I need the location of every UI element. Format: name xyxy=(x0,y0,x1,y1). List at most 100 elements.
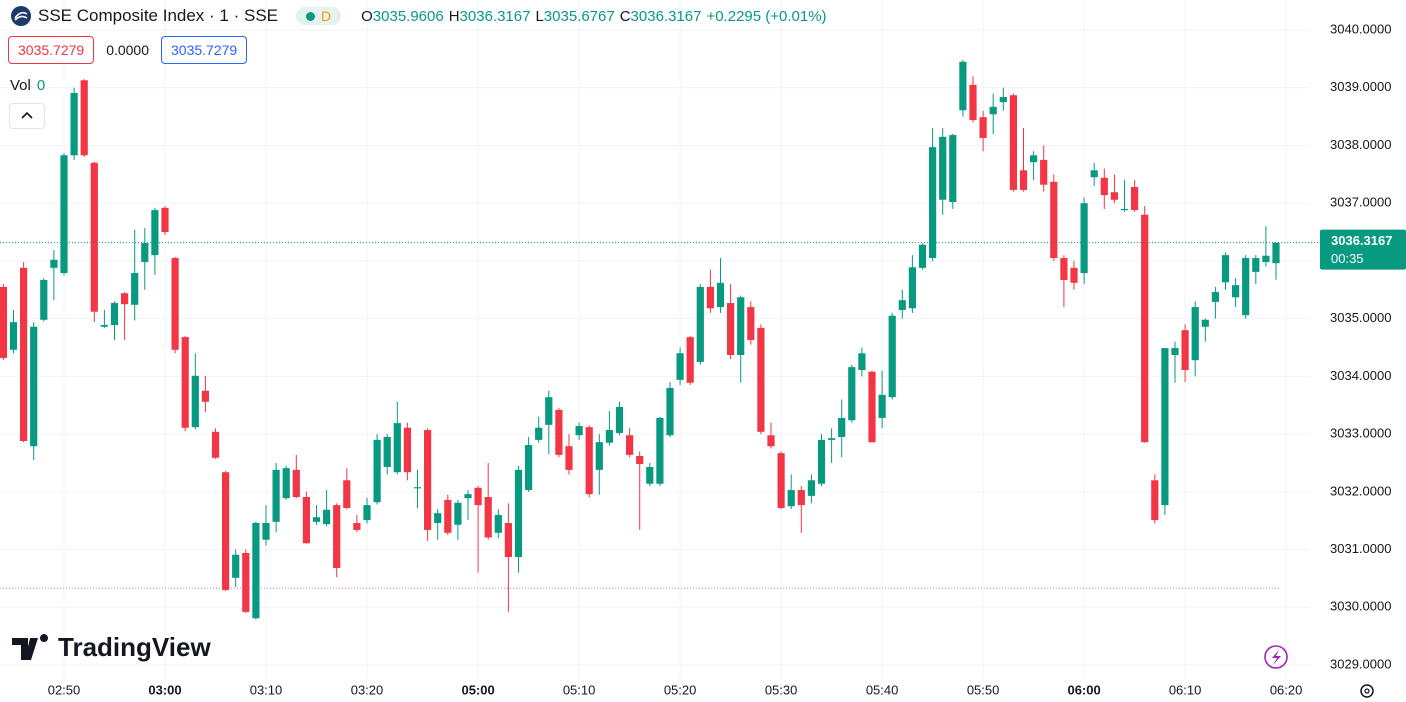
candle-body xyxy=(1232,285,1240,298)
candle xyxy=(393,401,401,475)
candle xyxy=(979,110,987,152)
legend-close: 3036.3167 xyxy=(630,7,702,25)
candle-body xyxy=(1171,348,1179,356)
candle xyxy=(1272,242,1280,280)
y-tick-label: 3030.0000 xyxy=(1330,599,1391,614)
candle xyxy=(545,390,553,455)
candle xyxy=(403,422,411,481)
candle-body xyxy=(1050,181,1058,259)
candle-body xyxy=(626,435,634,455)
candle-body xyxy=(656,417,664,484)
candle xyxy=(716,258,725,313)
candle-body xyxy=(282,468,290,499)
candle xyxy=(767,422,775,449)
candle xyxy=(1040,145,1048,192)
candle-body xyxy=(514,469,523,558)
candle xyxy=(646,462,654,487)
sell-box[interactable]: 3035.7279 xyxy=(8,36,95,64)
candle-body xyxy=(545,397,553,425)
candle-body xyxy=(918,244,927,268)
candle xyxy=(797,486,805,533)
candle xyxy=(292,454,300,499)
x-tick-label: 05:10 xyxy=(563,682,596,697)
candle-body xyxy=(706,286,714,309)
candle-body xyxy=(50,259,58,268)
candle-body xyxy=(151,210,159,256)
symbol-icon xyxy=(11,6,31,26)
candle xyxy=(807,474,815,504)
candle-body xyxy=(1211,292,1219,302)
candle-body xyxy=(979,117,987,138)
candle xyxy=(1242,255,1250,319)
candle xyxy=(141,228,149,290)
buy-box[interactable]: 3035.7279 xyxy=(161,36,248,64)
settings-icon-dot xyxy=(1364,688,1370,694)
candle xyxy=(696,284,704,365)
candle xyxy=(343,468,351,510)
candle-body xyxy=(90,162,98,312)
candle-body xyxy=(211,431,220,458)
candle xyxy=(161,206,169,235)
candle-body xyxy=(110,303,119,325)
candle-body xyxy=(1242,258,1250,316)
candle xyxy=(282,465,290,500)
candle xyxy=(989,93,997,134)
candle xyxy=(777,451,785,510)
settings-icon[interactable] xyxy=(1360,684,1374,698)
candle-body xyxy=(424,430,432,530)
candle-body xyxy=(696,286,704,362)
candle xyxy=(1060,255,1068,308)
candle xyxy=(1120,180,1129,212)
candle-body xyxy=(353,522,361,530)
candle-body xyxy=(555,409,563,455)
candle-body xyxy=(474,487,482,506)
candle-body xyxy=(121,293,129,305)
candle xyxy=(1201,318,1209,342)
candle-body xyxy=(817,439,826,484)
legend-label: C xyxy=(619,7,631,25)
candle-body xyxy=(464,494,472,499)
candle-body xyxy=(989,106,997,115)
candle-body xyxy=(686,337,694,383)
candle-body xyxy=(525,445,533,491)
candle-body xyxy=(1221,255,1230,283)
candle xyxy=(615,401,624,436)
candle-body xyxy=(999,96,1007,103)
candle-body xyxy=(20,267,28,442)
candle xyxy=(575,422,583,440)
candle xyxy=(929,128,937,261)
candle xyxy=(535,416,543,443)
candle-body xyxy=(1131,187,1139,211)
candle-body xyxy=(161,207,169,233)
collapse-button[interactable] xyxy=(9,103,45,129)
candle xyxy=(1131,180,1139,212)
candle xyxy=(434,509,442,540)
price-tag-value: 3036.3167 xyxy=(1331,233,1392,248)
candle xyxy=(1262,226,1270,267)
candle xyxy=(302,491,310,544)
candle xyxy=(838,399,846,458)
candle xyxy=(1232,278,1240,308)
candle-body xyxy=(787,490,795,507)
candle-body xyxy=(969,84,977,121)
candle-body xyxy=(171,258,179,350)
spread: 0.0000 xyxy=(106,42,150,58)
candle xyxy=(918,243,927,270)
symbol-title[interactable]: SSE Composite Index · 1 · SSE xyxy=(38,6,278,25)
candle xyxy=(474,486,482,573)
candle-body xyxy=(1060,258,1068,280)
quote-row: 3035.7279 0.0000 3035.7279 xyxy=(8,36,248,64)
candle xyxy=(1151,474,1159,524)
candle-body xyxy=(747,307,755,340)
volume-legend: Vol 0 xyxy=(10,77,45,94)
market-status[interactable]: D xyxy=(296,7,342,25)
badge-text: D xyxy=(321,8,332,24)
candle-body xyxy=(1120,208,1129,211)
candle-body xyxy=(201,390,209,402)
x-tick-label: 06:00 xyxy=(1067,682,1100,697)
candle xyxy=(1110,174,1118,204)
x-tick-label: 06:20 xyxy=(1270,682,1303,697)
candle-body xyxy=(232,554,240,578)
x-tick-label: 06:10 xyxy=(1169,682,1202,697)
